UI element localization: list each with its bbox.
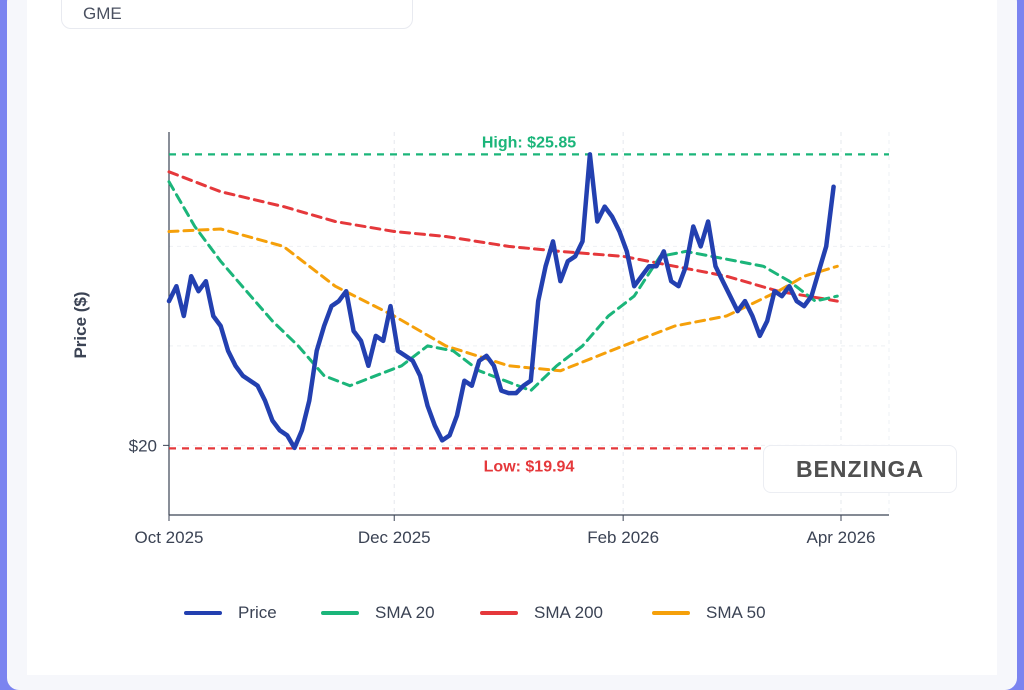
x-tick-label: Oct 2025 (135, 528, 204, 547)
x-tick-label: Feb 2026 (587, 528, 659, 547)
legend-label-price: Price (238, 603, 277, 622)
benzinga-logo: BENZINGA (763, 445, 957, 493)
series-line-sma200 (167, 170, 839, 303)
legend-label-sma50: SMA 50 (706, 603, 766, 622)
legend-item-sma20[interactable]: SMA 20 (321, 603, 435, 623)
legend-item-sma50[interactable]: SMA 50 (652, 603, 766, 623)
x-tick-label: Dec 2025 (358, 528, 431, 547)
series-line-sma50 (167, 227, 839, 373)
price-chart: Oct 2025 Dec 2025 Feb 2026 Apr 2026 $20 Price… (71, 132, 890, 547)
legend-item-price[interactable]: Price (184, 603, 277, 623)
legend-swatch-sma50 (652, 611, 690, 615)
y-axis-label: Price ($) (71, 291, 90, 358)
ticker-symbol: GME (83, 4, 122, 23)
legend-label-sma200: SMA 200 (534, 603, 603, 622)
high-label: High: $25.85 (482, 134, 576, 151)
ticker-input[interactable]: GME (61, 0, 413, 29)
chart-legend: Price SMA 20 SMA 200 SMA 50 (0, 603, 1024, 629)
series-line-price (166, 152, 836, 451)
legend-swatch-sma200 (480, 611, 518, 615)
legend-swatch-sma20 (321, 611, 359, 615)
legend-item-sma200[interactable]: SMA 200 (480, 603, 603, 623)
x-tick-label: Apr 2026 (807, 528, 876, 547)
benzinga-logo-text: BENZINGA (795, 456, 925, 482)
low-label: Low: $19.94 (484, 458, 575, 475)
chart-panel (27, 0, 997, 675)
series-line-sma20 (167, 180, 839, 393)
legend-label-sma20: SMA 20 (375, 603, 435, 622)
y-tick-label: $20 (129, 436, 157, 455)
legend-swatch-price (184, 611, 222, 615)
